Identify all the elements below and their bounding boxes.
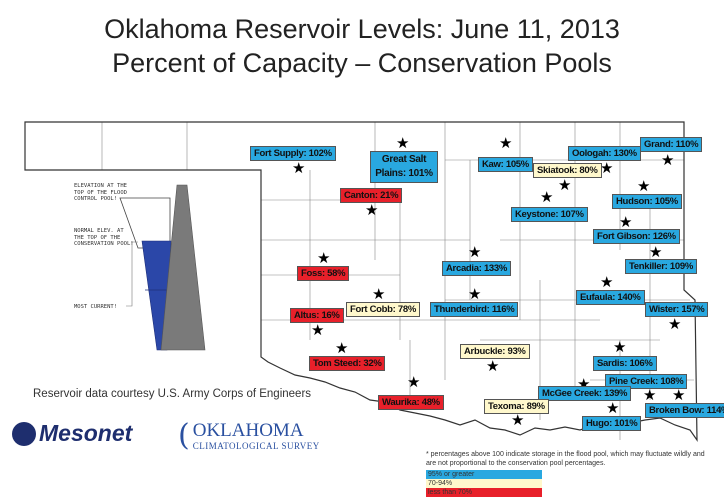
flood-pool-label: ELEVATION AT THE TOP OF THE FLOOD CONTRO… [74, 183, 127, 202]
legend-low: less than 70% [426, 488, 542, 497]
reservoir-label: Grand: 110% [640, 137, 703, 152]
reservoir-label: Sardis: 106% [593, 356, 657, 371]
reservoir-star-icon: ★ [468, 244, 482, 261]
reservoir-label: Fort Cobb: 78% [346, 302, 420, 317]
reservoir-label: Keystone: 107% [511, 207, 588, 222]
mesonet-globe-icon [12, 421, 36, 446]
reservoir-label: Foss: 58% [297, 266, 350, 281]
reservoir-star-icon: ★ [649, 244, 663, 261]
legend-high: 95% or greater [426, 470, 542, 479]
reservoir-label: Texoma: 89% [484, 399, 549, 414]
reservoir-label: Great Salt Plains: 101% [370, 151, 438, 183]
reservoir-star-icon: ★ [317, 250, 331, 267]
reservoir-star-icon: ★ [511, 412, 525, 429]
reservoir-star-icon: ★ [672, 387, 686, 404]
reservoir-label: Tenkiller: 109% [625, 259, 697, 274]
reservoir-star-icon: ★ [407, 374, 421, 391]
reservoir-label: Hugo: 101% [582, 416, 642, 431]
data-credit: Reservoir data courtesy U.S. Army Corps … [33, 388, 312, 400]
reservoir-label: Skiatook: 80% [533, 163, 602, 178]
reservoir-label: Arcadia: 133% [442, 261, 512, 276]
reservoir-label: Fort Gibson: 126% [593, 229, 680, 244]
reservoir-label: Eufaula: 140% [576, 290, 645, 305]
reservoir-star-icon: ★ [643, 387, 657, 404]
reservoir-star-icon: ★ [540, 189, 554, 206]
reservoir-star-icon: ★ [372, 286, 386, 303]
reservoir-label: Wister: 157% [645, 302, 709, 317]
reservoir-star-icon: ★ [311, 322, 325, 339]
most-current-label: MOST CURRENT! [74, 304, 118, 310]
title-line-2: Percent of Capacity – Conservation Pools [112, 48, 612, 78]
title-line-1: Oklahoma Reservoir Levels: June 11, 2013 [104, 14, 620, 44]
reservoir-label: Tom Steed: 32% [309, 356, 386, 371]
ocs-subtitle: CLIMATOLOGICAL SURVEY [192, 440, 320, 451]
reservoir-label: Hudson: 105% [612, 194, 682, 209]
conservation-pool-label: NORMAL ELEV. AT THE TOP OF THE CONSERVAT… [74, 228, 134, 247]
reservoir-label: McGee Creek: 139% [538, 386, 632, 401]
reservoir-star-icon: ★ [600, 274, 614, 291]
ocs-swirl-icon: ( [178, 418, 190, 453]
reservoir-star-icon: ★ [668, 316, 682, 333]
reservoir-star-icon: ★ [396, 135, 410, 152]
state-outline [24, 121, 698, 442]
reservoir-label: Kaw: 105% [478, 157, 533, 172]
reservoir-label: Waurika: 48% [378, 395, 444, 410]
reservoir-star-icon: ★ [600, 160, 614, 177]
reservoir-star-icon: ★ [468, 286, 482, 303]
ocs-title: OKLAHOMA [192, 419, 304, 441]
reservoir-star-icon: ★ [606, 400, 620, 417]
reservoir-star-icon: ★ [558, 177, 572, 194]
reservoir-label: Fort Supply: 102% [250, 146, 336, 161]
reservoir-label: Pine Creek: 108% [605, 374, 688, 389]
reservoir-label: Arbuckle: 93% [460, 344, 530, 359]
reservoir-label: Oologah: 130% [568, 146, 641, 161]
reservoir-label: Broken Bow: 114% [645, 403, 724, 418]
reservoir-label: Thunderbird: 116% [430, 302, 519, 317]
mesonet-wordmark: Mesonet [39, 420, 133, 446]
legend-mid: 70-94% [426, 479, 542, 488]
footnote: * percentages above 100 indicate storage… [426, 451, 705, 467]
reservoir-star-icon: ★ [499, 135, 513, 152]
reservoir-star-icon: ★ [292, 160, 306, 177]
reservoir-star-icon: ★ [486, 358, 500, 375]
reservoir-label: Altus: 16% [290, 308, 344, 323]
reservoir-star-icon: ★ [619, 214, 633, 231]
ocs-logo: ( OKLAHOMA CLIMATOLOGICAL SURVEY [178, 418, 320, 453]
reservoir-star-icon: ★ [661, 152, 675, 169]
level-diagram [119, 184, 206, 351]
reservoir-star-icon: ★ [613, 339, 627, 356]
reservoir-label: Canton: 21% [340, 188, 403, 203]
reservoir-star-icon: ★ [365, 202, 379, 219]
mesonet-logo: Mesonet [12, 420, 132, 447]
reservoir-star-icon: ★ [637, 178, 651, 195]
reservoir-star-icon: ★ [335, 340, 349, 357]
